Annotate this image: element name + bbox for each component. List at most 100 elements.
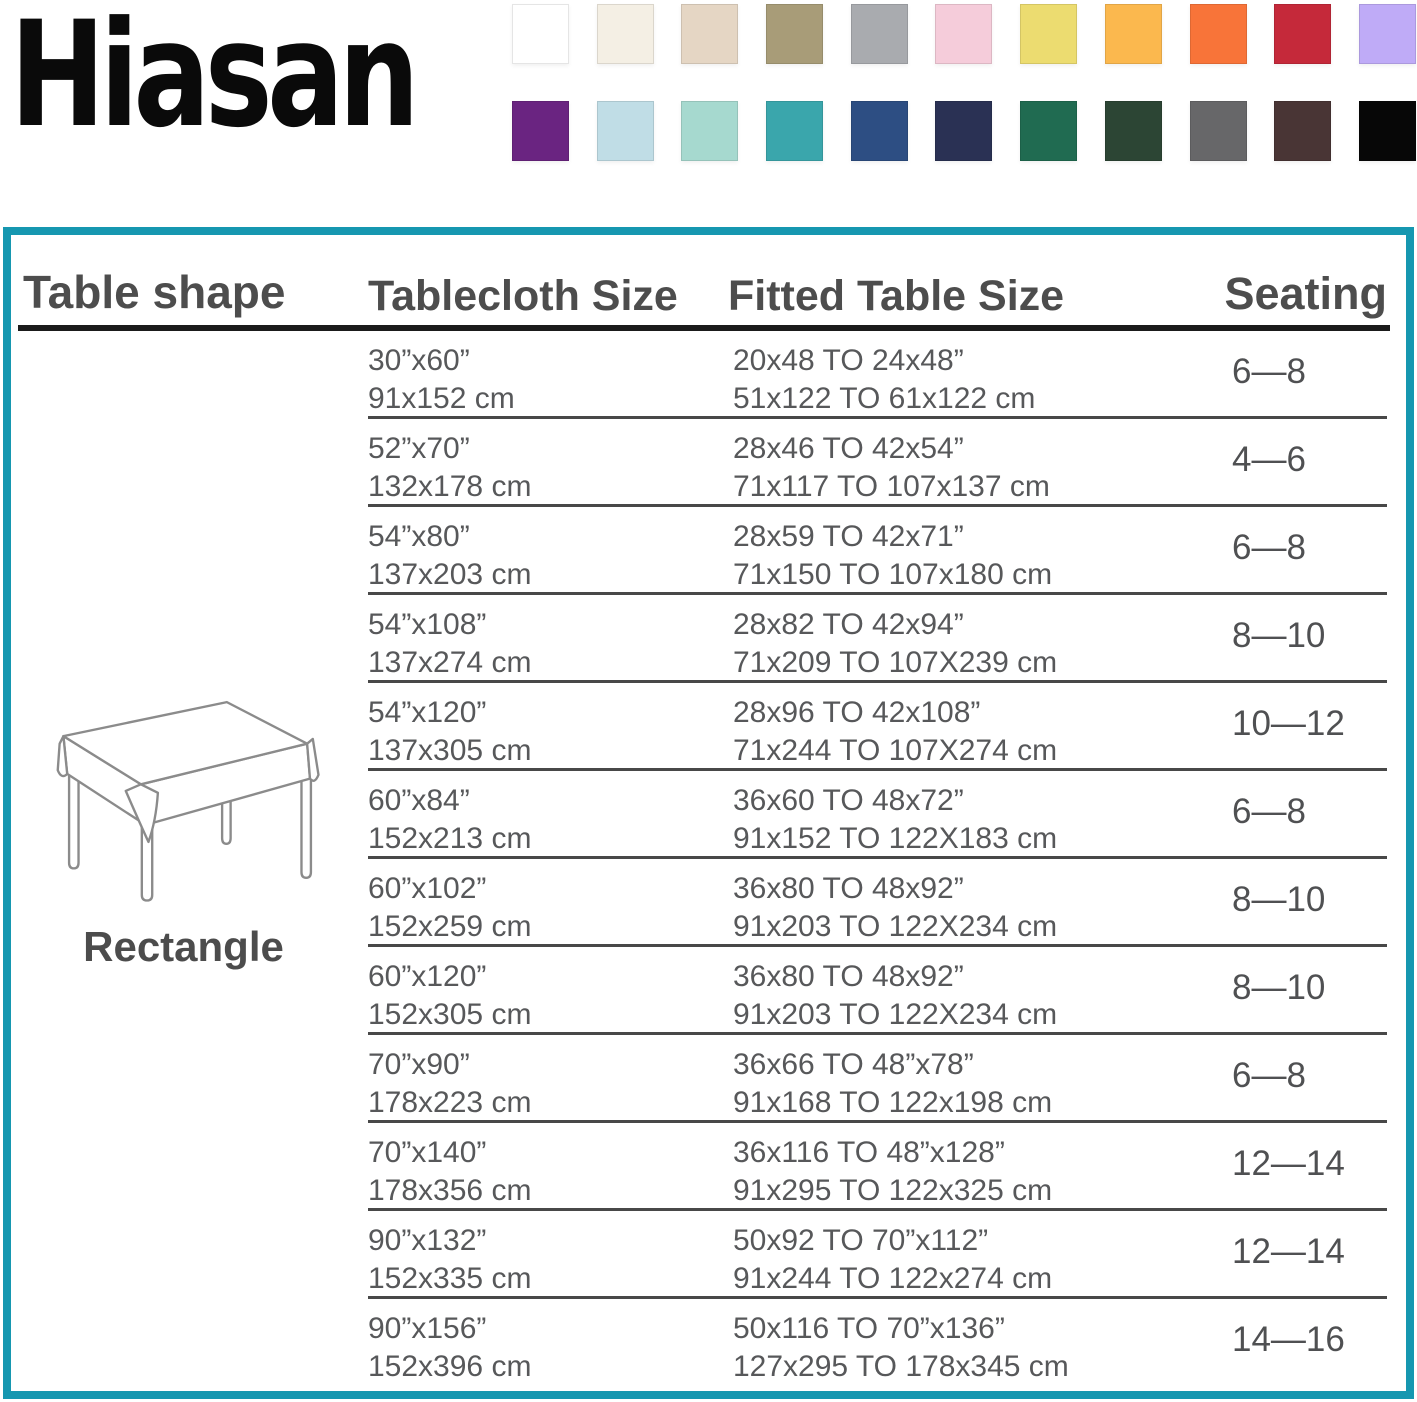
table-row: 60”x102” 152x259 cm 36x80 TO 48x92” 91x2…	[11, 859, 1406, 947]
table-row: 30”x60” 91x152 cm 20x48 TO 24x48” 51x122…	[11, 331, 1406, 419]
tablecloth-size-cm: 152x396 cm	[368, 1350, 532, 1383]
tablecloth-size-cell: 54”x108” 137x274 cm	[368, 595, 531, 682]
tablecloth-size-cell: 60”x120” 152x305 cm	[368, 947, 531, 1034]
tablecloth-size-inches: 90”x132”	[368, 1224, 487, 1257]
color-swatch-gold	[1104, 4, 1162, 64]
color-swatch-green	[1020, 101, 1078, 161]
fitted-size-inches: 28x96 TO 42x108”	[733, 696, 981, 729]
fitted-size-cm: 91x168 TO 122x198 cm	[733, 1086, 1053, 1119]
fitted-size-cell: 28x96 TO 42x108” 71x244 TO 107X274 cm	[733, 683, 1057, 770]
fitted-size-inches: 36x66 TO 48”x78”	[733, 1048, 974, 1081]
tablecloth-size-cm: 137x274 cm	[368, 646, 532, 679]
seating-cell: 8—10	[1232, 968, 1326, 1007]
color-swatch-ivory	[596, 4, 654, 64]
tablecloth-size-inches: 54”x80”	[368, 520, 470, 553]
tablecloth-size-cm: 137x203 cm	[368, 558, 532, 591]
tablecloth-size-inches: 70”x140”	[368, 1136, 487, 1169]
seating-cell: 12—14	[1232, 1232, 1345, 1271]
fitted-size-cm: 127x295 TO 178x345 cm	[733, 1350, 1069, 1383]
tablecloth-size-cm: 152x213 cm	[368, 822, 532, 855]
table-row: 90”x132” 152x335 cm 50x92 TO 70”x112” 91…	[11, 1211, 1406, 1299]
fitted-size-cell: 50x116 TO 70”x136” 127x295 TO 178x345 cm	[733, 1299, 1069, 1386]
column-header-table-shape: Table shape	[23, 266, 286, 318]
color-swatch-grid	[512, 4, 1416, 161]
fitted-size-cell: 36x60 TO 48x72” 91x152 TO 122X183 cm	[733, 771, 1057, 858]
color-swatch-teal	[766, 101, 824, 161]
tablecloth-size-cell: 52”x70” 132x178 cm	[368, 419, 531, 506]
tablecloth-size-cm: 178x356 cm	[368, 1174, 532, 1207]
color-swatch-grey	[850, 4, 908, 64]
table-row: 70”x90” 178x223 cm 36x66 TO 48”x78” 91x1…	[11, 1035, 1406, 1123]
tablecloth-size-cm: 178x223 cm	[368, 1086, 532, 1119]
fitted-size-cell: 36x116 TO 48”x128” 91x295 TO 122x325 cm	[733, 1123, 1052, 1210]
table-row: 54”x80” 137x203 cm 28x59 TO 42x71” 71x15…	[11, 507, 1406, 595]
tablecloth-size-cm: 91x152 cm	[368, 382, 515, 415]
fitted-size-cm: 91x203 TO 122X234 cm	[733, 910, 1058, 943]
tablecloth-size-cm: 152x259 cm	[368, 910, 532, 943]
fitted-size-inches: 36x80 TO 48x92”	[733, 960, 964, 993]
seating-cell: 8—10	[1232, 880, 1326, 919]
tablecloth-size-cell: 70”x140” 178x356 cm	[368, 1123, 531, 1210]
tablecloth-size-inches: 30”x60”	[368, 344, 470, 377]
table-row: 52”x70” 132x178 cm 28x46 TO 42x54” 71x11…	[11, 419, 1406, 507]
seating-cell: 14—16	[1232, 1320, 1345, 1359]
tablecloth-size-cell: 54”x120” 137x305 cm	[368, 683, 531, 770]
fitted-size-cm: 71x150 TO 107x180 cm	[733, 558, 1053, 591]
table-row: 70”x140” 178x356 cm 36x116 TO 48”x128” 9…	[11, 1123, 1406, 1211]
fitted-size-inches: 28x82 TO 42x94”	[733, 608, 964, 641]
fitted-size-cell: 28x59 TO 42x71” 71x150 TO 107x180 cm	[733, 507, 1052, 594]
tablecloth-size-cm: 152x335 cm	[368, 1262, 532, 1295]
cloth-flap-right	[305, 737, 320, 782]
tablecloth-size-inches: 60”x102”	[368, 872, 487, 905]
tablecloth-size-inches: 70”x90”	[368, 1048, 470, 1081]
tablecloth-size-cell: 90”x156” 152x396 cm	[368, 1299, 531, 1386]
column-header-fitted-size: Fitted Table Size	[728, 272, 1065, 320]
tablecloth-size-inches: 60”x120”	[368, 960, 487, 993]
color-swatch-navy-blue	[850, 101, 908, 161]
table-leg-back-left	[67, 768, 80, 870]
color-swatch-lavender	[1358, 4, 1416, 64]
fitted-size-cm: 91x152 TO 122X183 cm	[733, 822, 1058, 855]
fitted-size-cell: 36x66 TO 48”x78” 91x168 TO 122x198 cm	[733, 1035, 1052, 1122]
cloth-corner-drape	[124, 783, 160, 844]
fitted-size-inches: 36x60 TO 48x72”	[733, 784, 964, 817]
fitted-size-inches: 36x116 TO 48”x128”	[733, 1136, 1005, 1169]
fitted-size-cell: 28x82 TO 42x94” 71x209 TO 107X239 cm	[733, 595, 1057, 682]
fitted-size-cm: 71x244 TO 107X274 cm	[733, 734, 1058, 767]
fitted-size-inches: 36x80 TO 48x92”	[733, 872, 964, 905]
seating-cell: 6—8	[1232, 352, 1306, 391]
table-row: 60”x84” 152x213 cm 36x60 TO 48x72” 91x15…	[11, 771, 1406, 859]
seating-cell: 10—12	[1232, 704, 1345, 743]
rectangle-table-illustration	[56, 700, 320, 902]
tablecloth-size-inches: 52”x70”	[368, 432, 470, 465]
column-header-seating: Seating	[1224, 268, 1387, 319]
tablecloth-size-cell: 60”x84” 152x213 cm	[368, 771, 531, 858]
seating-cell: 8—10	[1232, 616, 1326, 655]
tablecloth-size-cm: 152x305 cm	[368, 998, 532, 1031]
tablecloth-size-inches: 54”x120”	[368, 696, 487, 729]
seating-cell: 6—8	[1232, 528, 1306, 567]
shape-label: Rectangle	[83, 923, 284, 970]
color-swatch-aqua	[681, 101, 739, 161]
color-swatch-dark-green	[1104, 101, 1162, 161]
tablecloth-size-cell: 30”x60” 91x152 cm	[368, 331, 515, 418]
tablecloth-size-cell: 60”x102” 152x259 cm	[368, 859, 531, 946]
color-swatch-khaki	[766, 4, 824, 64]
size-chart: Table shape Tablecloth Size Fitted Table…	[3, 227, 1414, 1399]
fitted-size-cm: 71x117 TO 107x137 cm	[733, 470, 1050, 503]
seating-cell: 4—6	[1232, 440, 1306, 479]
table-row: 60”x120” 152x305 cm 36x80 TO 48x92” 91x2…	[11, 947, 1406, 1035]
tablecloth-size-cell: 54”x80” 137x203 cm	[368, 507, 531, 594]
color-swatch-yellow	[1020, 4, 1078, 64]
color-swatch-dark-navy	[935, 101, 993, 161]
color-swatch-black	[1358, 101, 1416, 161]
color-swatch-white	[512, 4, 569, 64]
color-swatch-orange	[1189, 4, 1247, 64]
fitted-size-cell: 20x48 TO 24x48” 51x122 TO 61x122 cm	[733, 331, 1035, 418]
color-swatch-red	[1274, 4, 1332, 64]
fitted-size-inches: 50x92 TO 70”x112”	[733, 1224, 989, 1257]
column-header-tablecloth-size: Tablecloth Size	[368, 272, 678, 320]
fitted-size-cell: 36x80 TO 48x92” 91x203 TO 122X234 cm	[733, 859, 1057, 946]
fitted-size-inches: 28x59 TO 42x71”	[733, 520, 964, 553]
fitted-size-cell: 28x46 TO 42x54” 71x117 TO 107x137 cm	[733, 419, 1050, 506]
